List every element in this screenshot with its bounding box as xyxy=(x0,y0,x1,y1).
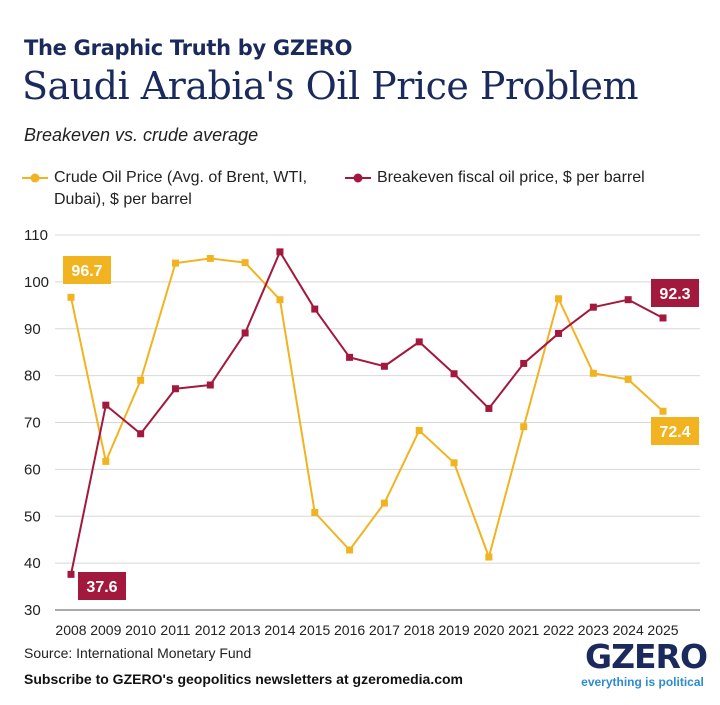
data-point-crude xyxy=(624,375,632,383)
data-point-breakeven xyxy=(659,314,667,322)
source-note: Source: International Monetary Fund xyxy=(24,645,252,661)
data-point-crude xyxy=(276,296,284,304)
legend-label-crude: Crude Oil Price (Avg. of Brent, WTI, Dub… xyxy=(54,169,308,208)
y-tick-label: 100 xyxy=(24,274,49,291)
data-label-breakeven-first-box xyxy=(78,572,126,600)
legend-swatch-breakeven xyxy=(345,173,371,183)
legend-label-breakeven: Breakeven fiscal oil price, $ per barrel xyxy=(377,169,645,186)
data-point-breakeven xyxy=(555,329,563,337)
data-label-crude-first-box xyxy=(63,256,111,284)
data-point-crude xyxy=(415,426,423,434)
x-tick-label: 2013 xyxy=(230,622,261,638)
x-tick-label: 2017 xyxy=(369,622,400,638)
data-point-breakeven xyxy=(520,359,528,367)
data-label-crude-first: 96.7 xyxy=(71,263,102,280)
data-label-crude-last: 72.4 xyxy=(659,424,690,441)
series-line-crude xyxy=(70,257,664,559)
x-tick-label: 2012 xyxy=(195,622,226,638)
data-label-breakeven-last: 92.3 xyxy=(659,286,690,303)
data-point-breakeven xyxy=(171,385,179,393)
data-point-breakeven xyxy=(67,570,75,578)
x-tick-label: 2023 xyxy=(578,622,609,638)
y-tick-label: 40 xyxy=(24,555,41,572)
x-tick-label: 2025 xyxy=(647,622,678,638)
data-label-breakeven-first: 37.6 xyxy=(86,579,117,596)
data-point-crude xyxy=(450,459,458,467)
data-point-crude xyxy=(589,369,597,377)
data-point-breakeven xyxy=(415,338,423,346)
data-point-breakeven xyxy=(380,362,388,370)
chart-title: Saudi Arabia's Oil Price Problem xyxy=(22,64,639,108)
data-point-breakeven xyxy=(485,404,493,412)
x-tick-label: 2022 xyxy=(543,622,574,638)
x-tick-label: 2009 xyxy=(90,622,121,638)
legend-swatch-crude xyxy=(22,173,48,183)
kicker: The Graphic Truth by GZERO xyxy=(24,36,353,60)
data-point-breakeven xyxy=(311,305,319,313)
data-point-crude xyxy=(520,423,528,431)
x-tick-label: 2019 xyxy=(438,622,469,638)
y-tick-label: 50 xyxy=(24,508,41,525)
y-tick-label: 70 xyxy=(24,415,41,432)
data-point-crude xyxy=(67,293,75,301)
data-point-breakeven xyxy=(589,303,597,311)
x-tick-label: 2016 xyxy=(334,622,365,638)
data-point-breakeven xyxy=(624,296,632,304)
data-point-crude xyxy=(659,407,667,415)
data-point-breakeven xyxy=(346,353,354,361)
data-point-crude xyxy=(346,546,354,554)
x-tick-label: 2018 xyxy=(404,622,435,638)
data-point-breakeven xyxy=(137,430,145,438)
data-point-crude xyxy=(555,295,563,303)
data-point-breakeven xyxy=(276,248,284,256)
y-tick-label: 110 xyxy=(24,227,48,244)
x-tick-label: 2010 xyxy=(125,622,156,638)
y-tick-label: 30 xyxy=(24,602,41,619)
data-point-breakeven xyxy=(102,401,110,409)
data-label-crude-last-box xyxy=(651,417,699,445)
data-point-crude xyxy=(311,509,319,516)
gzero-logo: GZERO xyxy=(585,637,708,676)
data-point-crude xyxy=(171,259,179,267)
data-point-crude xyxy=(380,499,388,507)
data-point-breakeven xyxy=(450,370,458,378)
x-tick-label: 2014 xyxy=(264,622,295,638)
y-tick-label: 60 xyxy=(24,461,41,478)
series-line-breakeven xyxy=(70,250,664,575)
x-tick-label: 2015 xyxy=(299,622,330,638)
data-label-breakeven-last-box xyxy=(651,279,699,307)
subscribe-link[interactable]: Subscribe to GZERO's geopolitics newslet… xyxy=(24,671,463,687)
gzero-tagline: everything is political xyxy=(581,675,704,689)
chart-subtitle: Breakeven vs. crude average xyxy=(24,125,259,145)
data-point-crude xyxy=(137,376,145,384)
data-point-crude xyxy=(206,254,214,262)
data-point-crude xyxy=(241,259,249,267)
data-point-crude xyxy=(102,457,110,465)
x-tick-label: 2024 xyxy=(613,622,644,638)
data-point-crude xyxy=(485,553,493,561)
x-tick-label: 2020 xyxy=(473,622,504,638)
y-tick-label: 80 xyxy=(24,368,41,385)
x-tick-label: 2021 xyxy=(508,622,539,638)
x-tick-label: 2011 xyxy=(160,622,190,638)
y-tick-label: 90 xyxy=(24,321,41,338)
data-point-breakeven xyxy=(241,329,249,337)
data-point-breakeven xyxy=(206,381,214,389)
x-tick-label: 2008 xyxy=(55,622,86,638)
